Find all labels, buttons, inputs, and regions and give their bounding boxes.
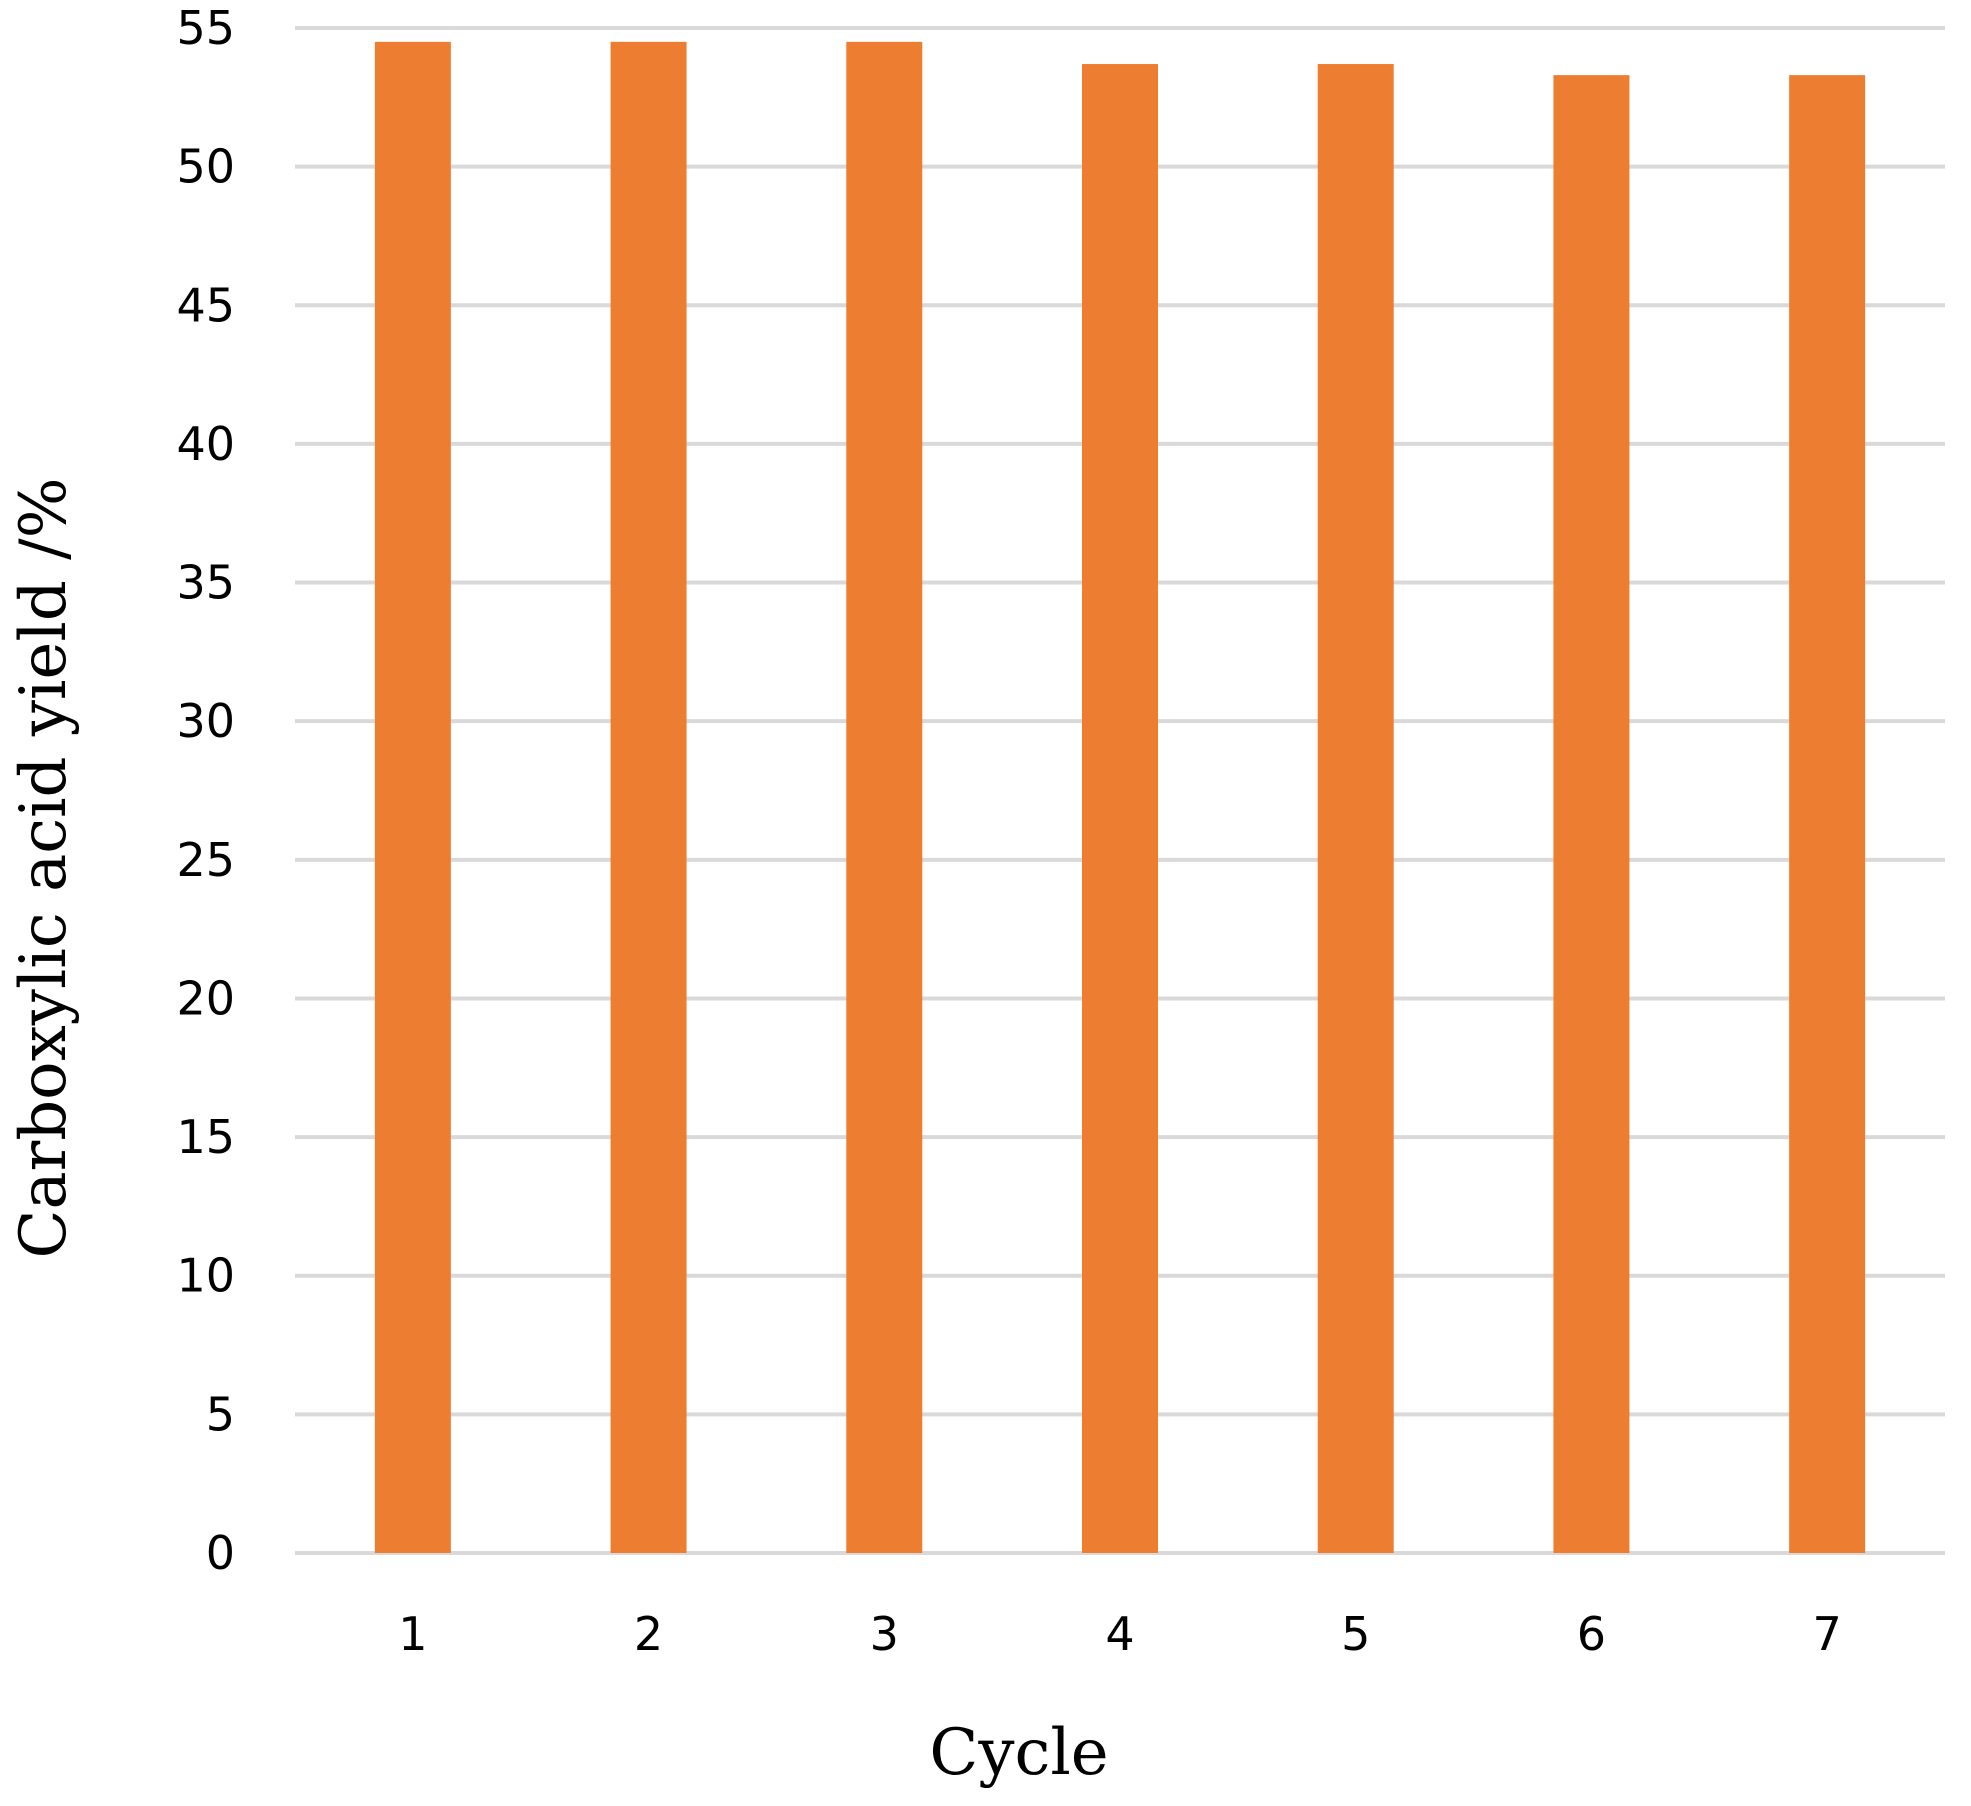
x-tick-label: 5	[1341, 1607, 1370, 1661]
y-tick-label: 0	[206, 1526, 235, 1580]
y-tick-label: 55	[176, 1, 235, 55]
bar-cycle-7	[1789, 75, 1866, 1554]
y-tick-label: 40	[176, 417, 235, 471]
y-axis-tick-labels: 0 5 10 15 20 25 30 35 40 45 50 55	[176, 1, 235, 1580]
y-tick-label: 35	[176, 556, 235, 610]
y-tick-label: 5	[206, 1387, 235, 1441]
x-axis-tick-labels: 1 2 3 4 5 6 7	[398, 1607, 1842, 1661]
y-tick-label: 30	[176, 694, 235, 748]
bars	[374, 41, 1866, 1554]
x-tick-label: 6	[1577, 1607, 1606, 1661]
y-tick-label: 50	[176, 140, 235, 194]
y-axis-title: Carboxylic acid yield /%	[7, 477, 81, 1258]
y-tick-label: 20	[176, 971, 235, 1025]
y-tick-label: 25	[176, 833, 235, 887]
bar-cycle-5	[1317, 64, 1394, 1554]
x-tick-label: 2	[634, 1607, 663, 1661]
bar-cycle-1	[374, 41, 451, 1553]
y-tick-label: 15	[176, 1110, 235, 1164]
x-tick-label: 3	[870, 1607, 899, 1661]
bar-cycle-4	[1082, 64, 1158, 1554]
bar-cycle-6	[1553, 75, 1630, 1554]
bar-cycle-3	[846, 41, 923, 1553]
bar-cycle-2	[610, 41, 687, 1553]
y-tick-label: 45	[176, 278, 235, 332]
x-axis-title: Cycle	[929, 1716, 1108, 1790]
x-tick-label: 7	[1813, 1607, 1842, 1661]
x-tick-label: 4	[1105, 1607, 1134, 1661]
x-tick-label: 1	[398, 1607, 427, 1661]
y-tick-label: 10	[176, 1249, 235, 1303]
